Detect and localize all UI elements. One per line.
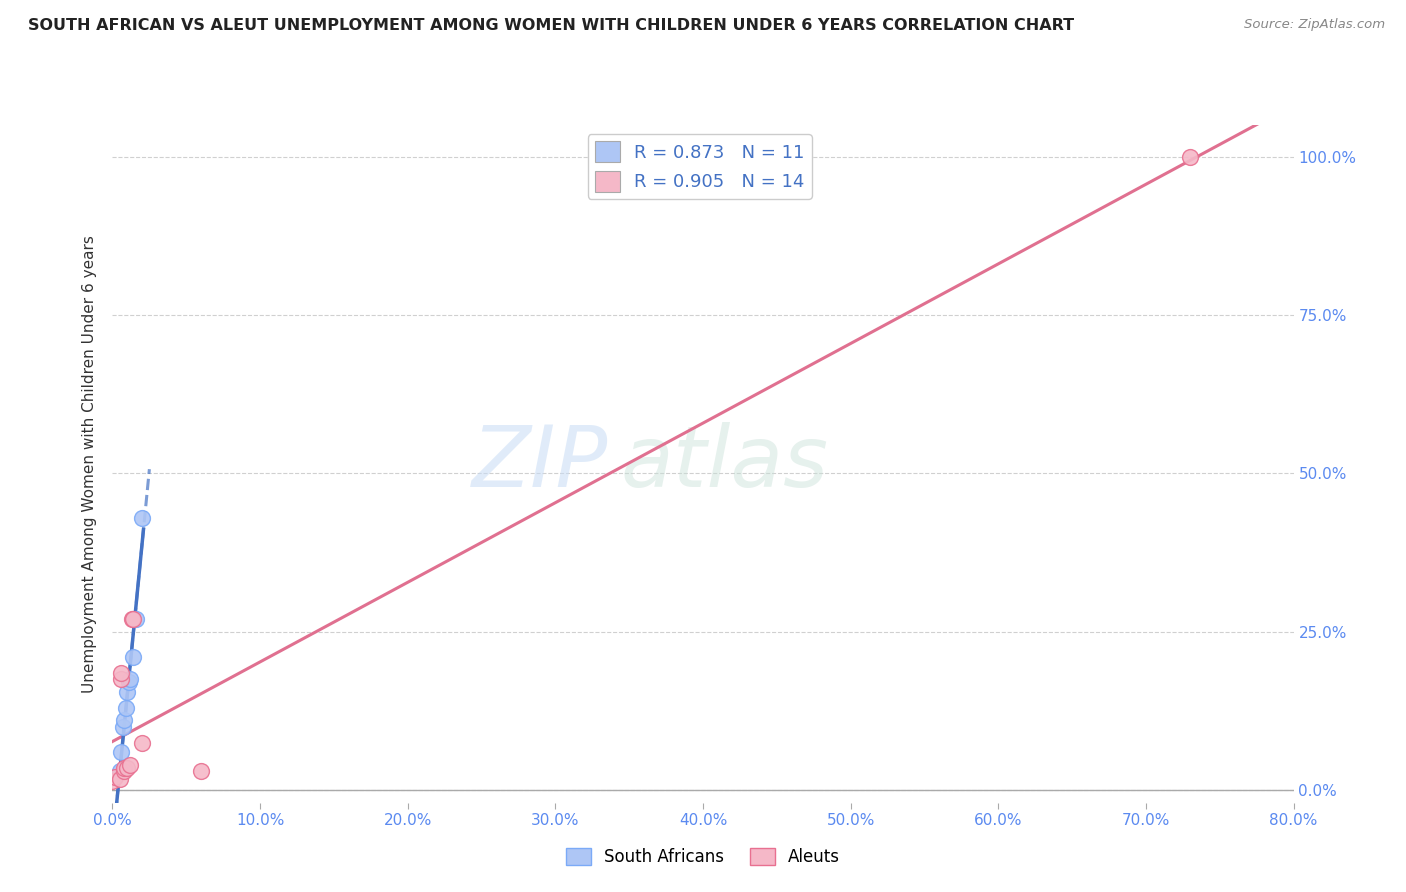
Point [122, 612, 145, 626]
Text: ZIP: ZIP [472, 422, 609, 506]
Point [125, 612, 148, 626]
Point [121, 612, 143, 626]
Point [117, 761, 138, 775]
Point [190, 764, 212, 778]
Point [131, 510, 153, 524]
Point [112, 714, 135, 728]
Point [131, 736, 153, 750]
Point [111, 720, 134, 734]
Y-axis label: Unemployment Among Women with Children Under 6 years: Unemployment Among Women with Children U… [82, 235, 97, 693]
Point [114, 700, 136, 714]
Point [1178, 150, 1201, 164]
Point [110, 672, 132, 686]
Point [112, 764, 135, 778]
Text: SOUTH AFRICAN VS ALEUT UNEMPLOYMENT AMONG WOMEN WITH CHILDREN UNDER 6 YEARS CORR: SOUTH AFRICAN VS ALEUT UNEMPLOYMENT AMON… [28, 18, 1074, 33]
Point [101, 773, 124, 788]
Point [112, 761, 135, 775]
Point [122, 650, 145, 665]
Point [110, 745, 132, 759]
Point [117, 685, 138, 699]
Text: Source: ZipAtlas.com: Source: ZipAtlas.com [1244, 18, 1385, 31]
Point [108, 764, 131, 778]
Point [120, 672, 142, 686]
Point [104, 771, 127, 785]
Text: atlas: atlas [620, 422, 828, 506]
Point [120, 757, 142, 772]
Point [118, 675, 141, 690]
Legend: South Africans, Aleuts: South Africans, Aleuts [560, 841, 846, 872]
Point [108, 772, 131, 786]
Point [110, 665, 132, 680]
